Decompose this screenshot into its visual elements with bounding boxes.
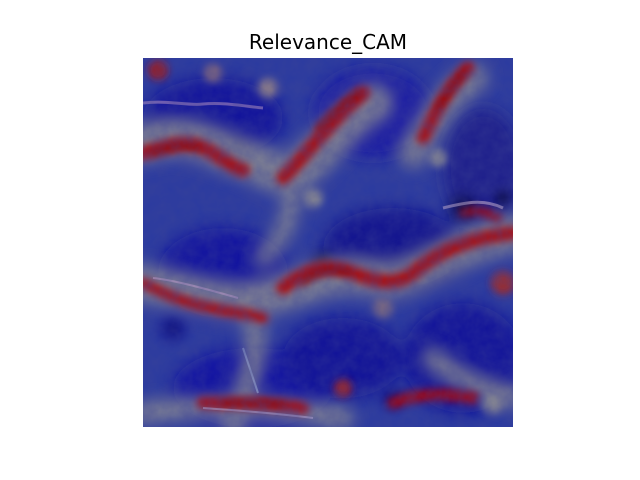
heatmap-image (143, 58, 513, 427)
relevance-cam-heatmap (143, 58, 513, 427)
plot-title: Relevance_CAM (248, 30, 408, 54)
